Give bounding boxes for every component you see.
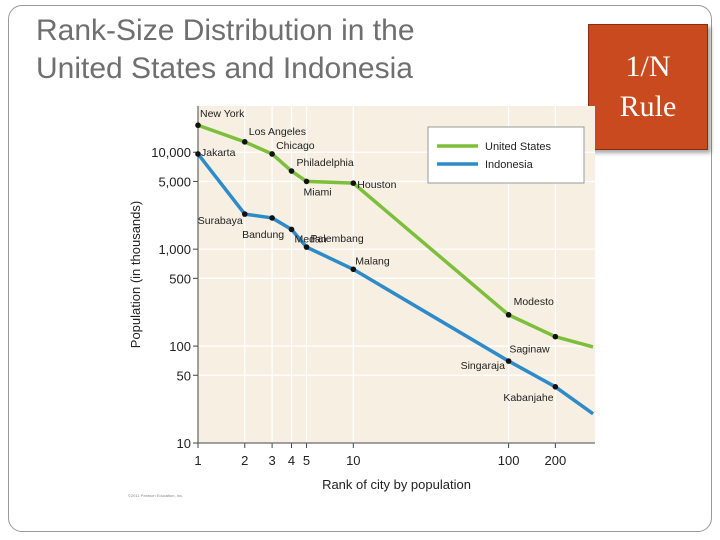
- x-tick-label: 2: [241, 453, 248, 468]
- city-label: Los Angeles: [249, 126, 306, 138]
- slide-title: Rank-Size Distribution in the United Sta…: [36, 12, 556, 88]
- data-point: [552, 333, 559, 340]
- data-point: [241, 211, 248, 217]
- data-point: [288, 226, 295, 233]
- city-label: Bandung: [242, 229, 284, 241]
- y-axis-title: Population (in thousands): [128, 201, 143, 348]
- city-label: Kabanjahe: [503, 392, 553, 404]
- slide-frame: [8, 5, 712, 532]
- data-point: [552, 384, 559, 390]
- city-label: Chicago: [276, 140, 315, 152]
- x-tick-label: 5: [303, 453, 310, 468]
- data-point: [269, 215, 275, 221]
- data-point: [350, 180, 357, 186]
- copyright-note: ©2011 Pearson Education, Inc.: [128, 493, 183, 498]
- city-label: Saginaw: [509, 344, 550, 356]
- y-tick-label: 10: [177, 436, 191, 451]
- city-label: Medan: [295, 233, 327, 245]
- city-label: New York: [200, 108, 245, 120]
- x-axis-title: Rank of city by population: [322, 477, 471, 492]
- legend-label: Indonesia: [485, 159, 534, 171]
- x-tick-label: 100: [498, 453, 520, 468]
- legend-label: United States: [485, 141, 552, 153]
- city-label: Jakarta: [201, 147, 236, 159]
- data-point: [505, 358, 512, 364]
- data-point: [303, 178, 310, 185]
- legend-box: [427, 126, 585, 184]
- x-tick-label: 4: [288, 453, 295, 468]
- city-label: Singaraja: [461, 360, 506, 372]
- data-point: [288, 168, 295, 174]
- city-label: Miami: [304, 186, 332, 198]
- y-tick-label: 5,000: [158, 174, 191, 189]
- city-label: Modesto: [514, 296, 554, 308]
- x-tick-label: 10: [346, 453, 360, 468]
- rule-callout-line1: 1/N: [625, 50, 671, 83]
- data-point: [195, 151, 201, 157]
- data-point: [303, 244, 310, 250]
- y-tick-label: 100: [169, 339, 191, 354]
- x-tick-label: 200: [545, 453, 567, 468]
- x-tick-label: 3: [268, 453, 275, 468]
- rule-callout-box: 1/N Rule: [588, 24, 708, 150]
- city-label: Malang: [355, 255, 390, 267]
- city-label: Houston: [357, 179, 396, 191]
- y-tick-label: 500: [169, 271, 191, 286]
- data-point: [241, 139, 248, 145]
- rule-callout-line2: Rule: [619, 90, 677, 123]
- data-point: [195, 122, 201, 129]
- city-label: Surabaya: [198, 215, 243, 227]
- data-point: [505, 312, 512, 318]
- slide-title-line1: Rank-Size Distribution in the: [36, 14, 415, 47]
- x-tick-label: 1: [194, 453, 201, 468]
- data-point: [269, 151, 275, 157]
- data-point: [350, 266, 357, 273]
- city-label: Philadelphia: [297, 157, 354, 169]
- slide-title-line2: United States and Indonesia: [36, 52, 413, 85]
- city-label: Palembang: [311, 233, 364, 245]
- y-tick-label: 1,000: [158, 242, 191, 257]
- y-tick-label: 10,000: [151, 145, 191, 160]
- y-tick-label: 50: [177, 368, 191, 383]
